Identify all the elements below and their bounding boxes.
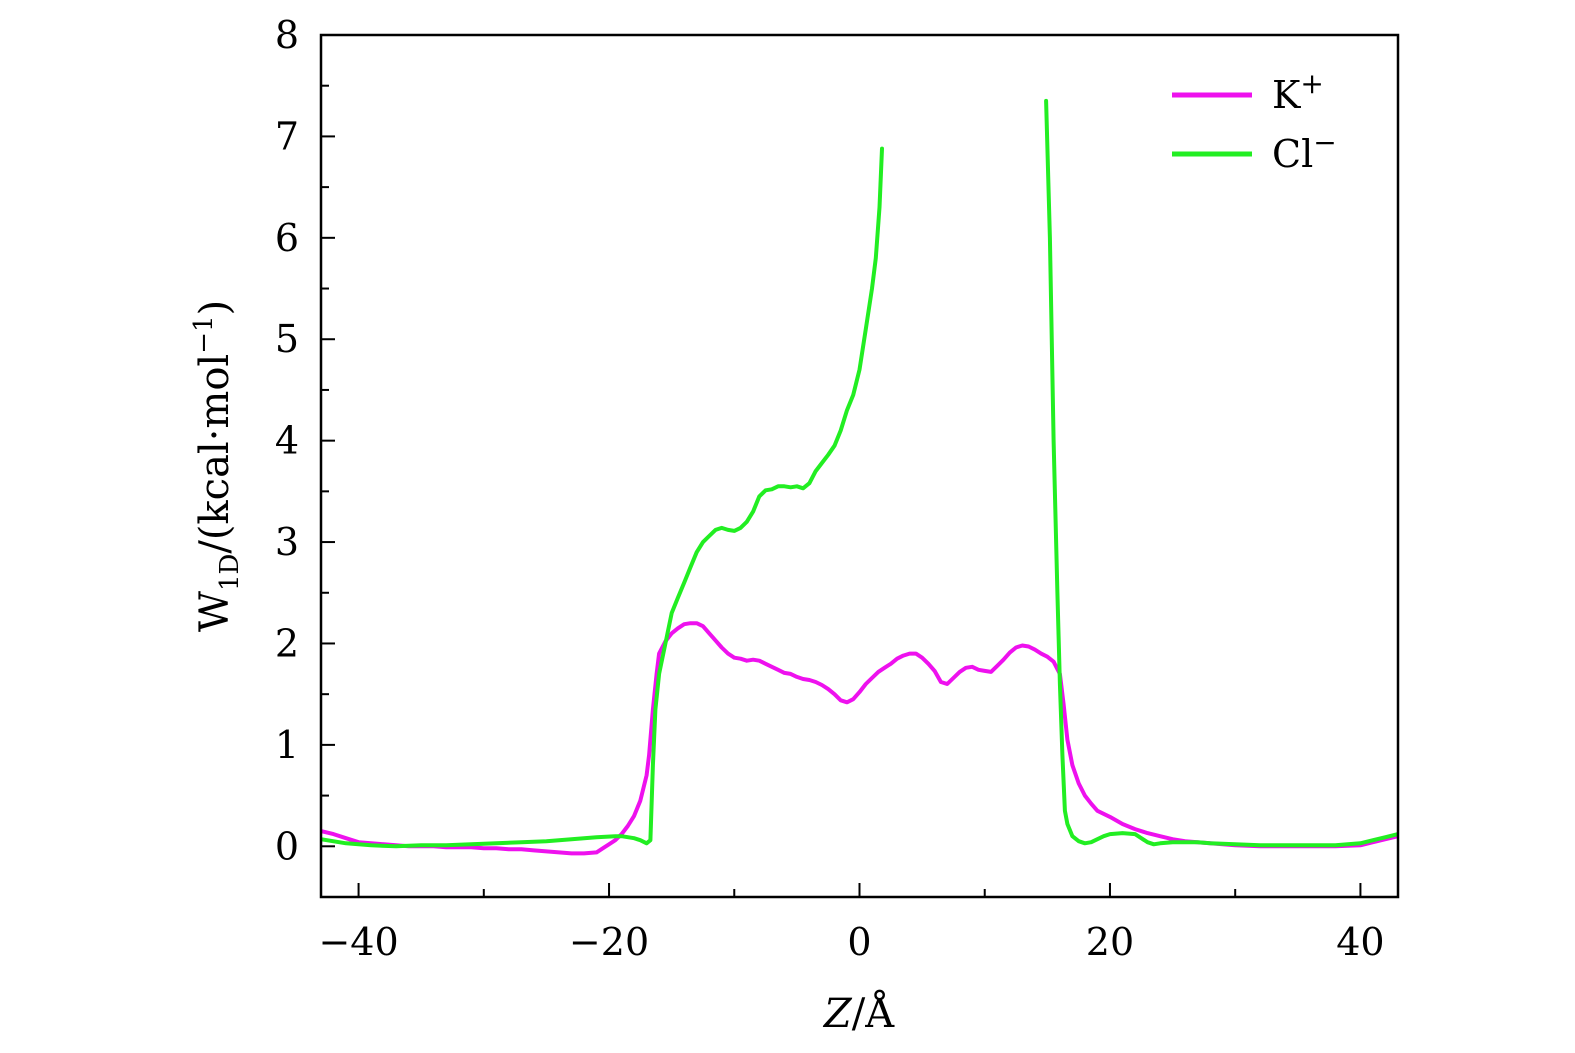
y-tick-label: 5: [275, 317, 299, 361]
y-tick-label: 7: [275, 114, 299, 158]
y-axis-label-end: ): [192, 300, 238, 316]
legend-label-k-base: K: [1272, 73, 1301, 117]
y-axis-label-sup: −1: [189, 315, 219, 353]
y-axis-minor-ticks: [321, 84, 329, 797]
x-axis-label-sep: /: [852, 991, 866, 1037]
y-tick-label: 2: [275, 621, 299, 665]
legend-label-cl: Cl−: [1272, 126, 1337, 176]
series-line-cl-segment-1: [321, 146, 884, 849]
y-axis-ticks: 0 1 2 3 4 5 6 7 8: [275, 13, 335, 868]
x-tick-label: 0: [847, 920, 871, 964]
y-tick-label: 6: [275, 216, 299, 260]
plot-frame: [319, 33, 1400, 899]
series-line-k: [321, 621, 1398, 856]
series-line-cl-segment-2: [1044, 98, 1398, 848]
y-tick-label: 4: [275, 419, 299, 463]
y-tick-label: 8: [275, 13, 299, 57]
y-tick-label: 0: [275, 824, 299, 868]
legend-label-k: K+: [1272, 67, 1324, 117]
legend-label-cl-base: Cl: [1272, 132, 1313, 176]
x-axis-label-var: Z: [822, 991, 853, 1037]
x-tick-label: 20: [1086, 920, 1134, 964]
x-axis-ticks: −40 −20 0 20 40: [318, 883, 1385, 964]
x-tick-label: 40: [1336, 920, 1384, 964]
x-tick-label: −40: [318, 920, 398, 964]
x-tick-label: −20: [569, 920, 649, 964]
x-axis-label: Z/Å: [822, 990, 895, 1037]
y-axis-label-mid: /(kcal·mol: [192, 354, 238, 554]
y-axis-label: W1D/(kcal·mol−1): [189, 300, 245, 632]
y-tick-label: 1: [275, 723, 299, 767]
legend-label-k-sup: +: [1300, 67, 1323, 100]
x-axis-label-unit: Å: [864, 990, 895, 1037]
x-axis-minor-ticks: [482, 889, 1237, 897]
legend: K+ Cl−: [1172, 67, 1337, 176]
y-axis-label-sub: 1D: [215, 554, 245, 591]
y-tick-label: 3: [275, 520, 299, 564]
legend-label-cl-sup: −: [1313, 126, 1336, 159]
series-layer: [321, 98, 1398, 856]
y-axis-label-main: W: [192, 591, 238, 632]
